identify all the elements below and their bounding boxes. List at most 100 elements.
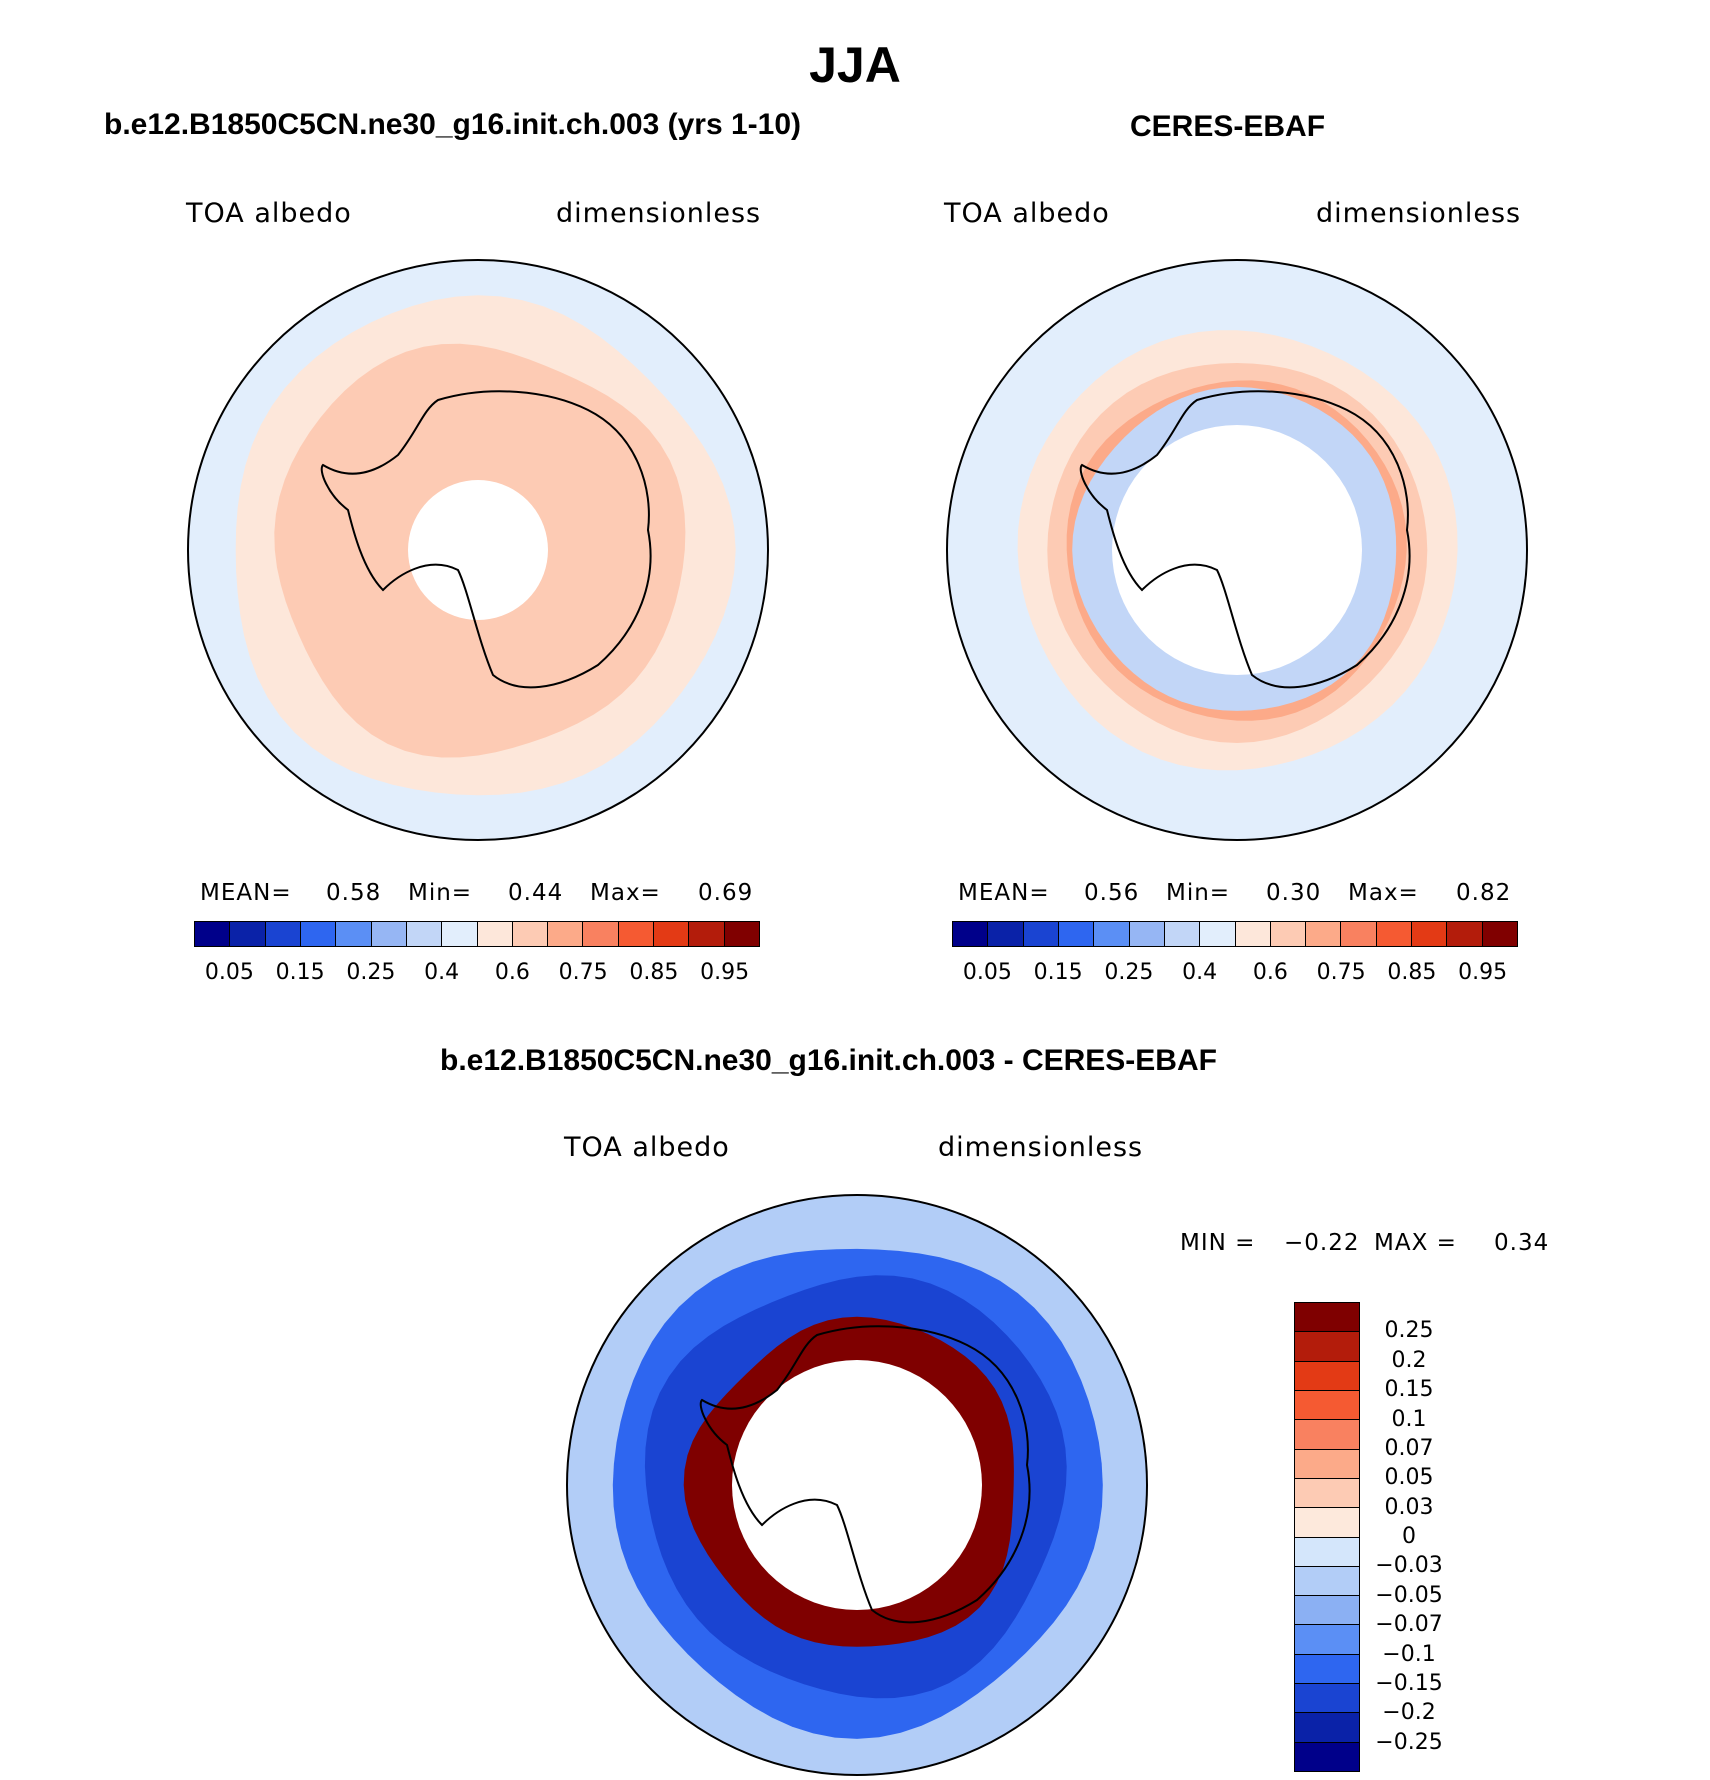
diff-colorbar-swatch <box>1295 1303 1359 1333</box>
obs-colorbar-swatch <box>1482 922 1517 946</box>
obs-colorbar-tick-label: 0.4 <box>1182 960 1218 985</box>
model-min-label: Min= <box>408 880 473 906</box>
obs-polar-map <box>946 259 1528 841</box>
obs-colorbar-tick-label: 0.75 <box>1316 960 1366 985</box>
model-max-value: 0.69 <box>698 880 754 906</box>
diff-colorbar-swatch <box>1295 1625 1359 1655</box>
diff-map-border <box>566 1194 1148 1776</box>
obs-colorbar-swatch <box>953 922 989 946</box>
diff-colorbar-tick-label: −0.25 <box>1375 1729 1443 1755</box>
obs-colorbar-tick-label: 0.85 <box>1387 960 1437 985</box>
obs-colorbar <box>952 921 1518 947</box>
model-panel-title: b.e12.B1850C5CN.ne30_g16.init.ch.003 (yr… <box>104 108 802 141</box>
obs-colorbar-swatch <box>1376 922 1413 946</box>
diff-polar-map <box>566 1194 1148 1776</box>
model-continent <box>320 390 652 689</box>
diff-colorbar-swatch <box>1295 1361 1359 1391</box>
model-colorbar-swatch <box>654 922 690 946</box>
model-colorbar-ticks: 0.05 0.15 0.25 0.4 0.6 0.75 0.85 0.95 <box>194 960 760 990</box>
diff-colorbar-tick-label: 0.07 <box>1384 1435 1434 1461</box>
model-colorbar-tick-label: 0.95 <box>700 960 750 985</box>
obs-colorbar-swatch <box>1306 922 1342 946</box>
obs-colorbar-swatch <box>988 922 1024 946</box>
model-polar-map <box>187 259 769 841</box>
model-coastline <box>320 390 652 689</box>
diff-colorbar-tick-label: 0.05 <box>1384 1465 1434 1491</box>
model-colorbar-tick-label: 0.25 <box>346 960 396 985</box>
diff-max-value: 0.34 <box>1494 1230 1550 1256</box>
diff-colorbar-swatch <box>1295 1713 1359 1743</box>
model-colorbar-swatch <box>512 922 549 946</box>
diff-colorbar <box>1294 1302 1360 1772</box>
diff-colorbar-swatch <box>1295 1596 1359 1626</box>
diff-panel-title: b.e12.B1850C5CN.ne30_g16.init.ch.003 - C… <box>440 1044 1217 1077</box>
obs-mean-label: MEAN= <box>958 880 1050 906</box>
model-colorbar-tick-label: 0.6 <box>494 960 530 985</box>
obs-colorbar-tick-label: 0.25 <box>1104 960 1154 985</box>
model-mean-label: MEAN= <box>200 880 292 906</box>
obs-colorbar-swatch <box>1412 922 1448 946</box>
obs-colorbar-tick-label: 0.05 <box>962 960 1012 985</box>
diff-colorbar-swatch <box>1295 1742 1359 1771</box>
obs-colorbar-swatch <box>1023 922 1059 946</box>
model-min-value: 0.44 <box>508 880 564 906</box>
model-colorbar-tick-label: 0.85 <box>629 960 679 985</box>
model-map-border <box>187 259 769 841</box>
diff-min-label: MIN = <box>1180 1230 1256 1256</box>
model-colorbar-tick-label: 0.4 <box>424 960 460 985</box>
obs-coastline <box>1079 390 1411 689</box>
obs-band-5 <box>1112 425 1362 675</box>
model-colorbar-swatch <box>689 922 725 946</box>
model-colorbar <box>194 921 760 947</box>
diff-colorbar-ticks: 0.25 0.2 0.15 0.1 0.07 0.05 0.03 0 −0.03 −0.05 −0.… <box>1370 1302 1490 1772</box>
model-units-label: dimensionless <box>556 198 762 229</box>
obs-variable-label: TOA albedo <box>944 198 1110 229</box>
model-mean-value: 0.58 <box>326 880 382 906</box>
diff-colorbar-tick-label: 0.2 <box>1391 1347 1427 1373</box>
obs-mean-value: 0.56 <box>1084 880 1140 906</box>
model-colorbar-swatch <box>583 922 619 946</box>
obs-min-value: 0.30 <box>1266 880 1322 906</box>
obs-colorbar-swatch <box>1200 922 1236 946</box>
obs-continent <box>1079 390 1411 689</box>
obs-colorbar-swatch <box>1129 922 1165 946</box>
model-variable-label: TOA albedo <box>186 198 352 229</box>
diff-colorbar-swatch <box>1295 1508 1359 1538</box>
diff-colorbar-tick-label: 0.15 <box>1384 1377 1434 1403</box>
diff-colorbar-swatch <box>1295 1684 1359 1714</box>
model-colorbar-swatch <box>477 922 513 946</box>
diff-units-label: dimensionless <box>938 1132 1144 1163</box>
diff-colorbar-swatch <box>1295 1537 1359 1567</box>
model-field-bands <box>188 260 768 840</box>
obs-field-bands <box>947 260 1527 840</box>
diff-colorbar-swatch <box>1295 1654 1359 1685</box>
model-colorbar-swatch <box>230 922 266 946</box>
diff-colorbar-swatch <box>1295 1420 1359 1450</box>
obs-colorbar-swatch <box>1270 922 1307 946</box>
obs-max-label: Max= <box>1348 880 1419 906</box>
obs-colorbar-swatch <box>1235 922 1271 946</box>
model-colorbar-tick-label: 0.05 <box>204 960 254 985</box>
obs-max-value: 0.82 <box>1456 880 1512 906</box>
diff-max-label: MAX = <box>1374 1230 1457 1256</box>
model-colorbar-swatch <box>300 922 337 946</box>
model-colorbar-swatch <box>195 922 231 946</box>
diff-colorbar-tick-label: 0.25 <box>1384 1318 1434 1344</box>
diff-colorbar-tick-label: 0.1 <box>1391 1406 1427 1432</box>
diff-colorbar-tick-label: −0.05 <box>1375 1582 1443 1608</box>
model-colorbar-swatch <box>548 922 584 946</box>
obs-panel-title: CERES-EBAF <box>1130 110 1326 143</box>
model-colorbar-swatch <box>265 922 301 946</box>
model-colorbar-swatch <box>371 922 407 946</box>
obs-colorbar-swatch <box>1341 922 1377 946</box>
model-max-label: Max= <box>590 880 661 906</box>
diff-variable-label: TOA albedo <box>564 1132 730 1163</box>
diff-colorbar-tick-label: −0.1 <box>1382 1641 1436 1667</box>
obs-min-label: Min= <box>1166 880 1231 906</box>
diff-colorbar-swatch <box>1295 1478 1359 1509</box>
diff-colorbar-swatch <box>1295 1449 1359 1479</box>
diff-colorbar-tick-label: −0.07 <box>1375 1612 1443 1638</box>
obs-colorbar-swatch <box>1447 922 1483 946</box>
diff-colorbar-tick-label: −0.2 <box>1382 1700 1436 1726</box>
obs-colorbar-tick-label: 0.15 <box>1033 960 1083 985</box>
